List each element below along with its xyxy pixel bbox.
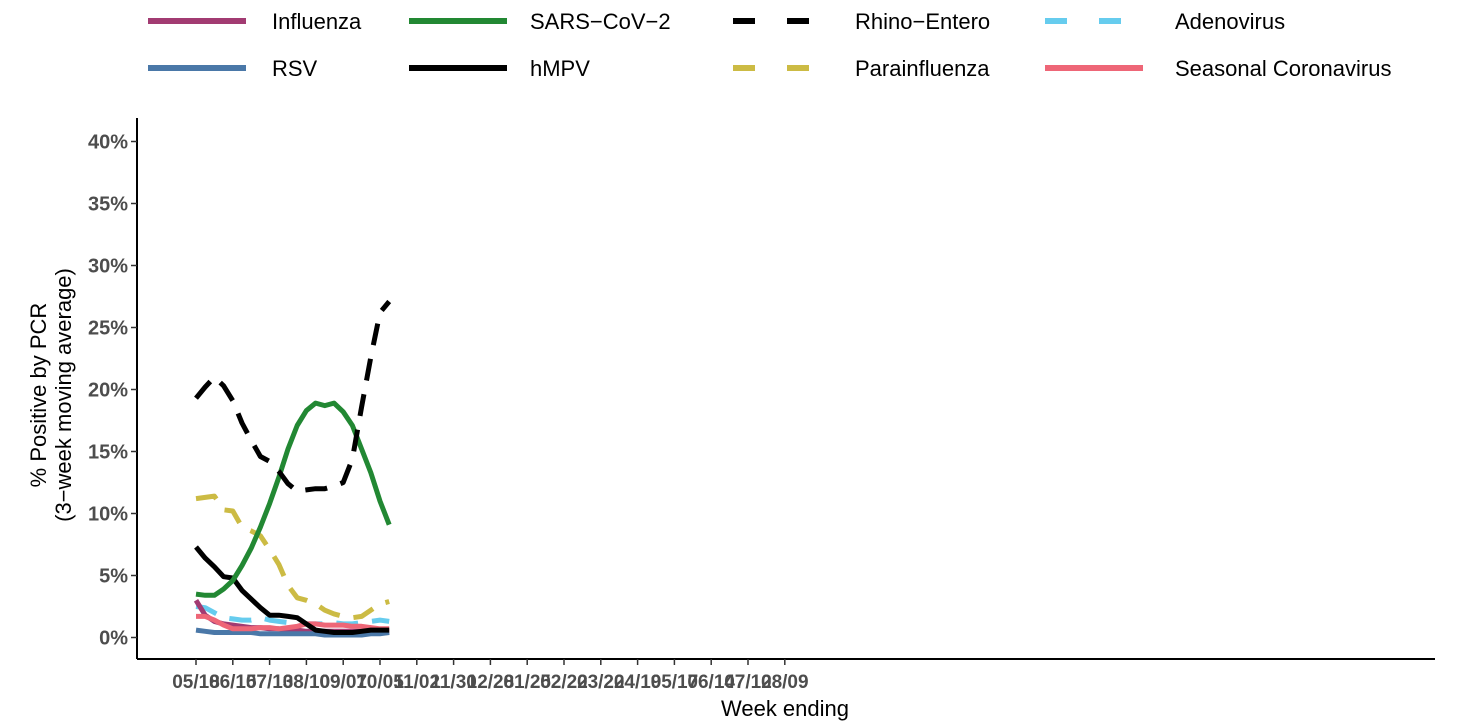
legend: Influenza RSV SARS−CoV−2 hMPV Rhino−Entero Pa… (148, 9, 1391, 81)
x-tick-label: 08/09 (761, 672, 809, 693)
legend-label-influenza: Influenza (272, 9, 362, 34)
series-line-seasonal-coronavirus (196, 613, 390, 632)
series-lines (193, 299, 392, 638)
legend-label-rhino-entero: Rhino−Entero (855, 9, 990, 34)
y-tick-label: 0% (99, 628, 128, 650)
legend-label-parainfluenza: Parainfluenza (855, 56, 990, 81)
y-tick-label: 15% (88, 442, 128, 464)
y-tick-label: 30% (88, 256, 128, 278)
x-tick-label: 11/30 (430, 672, 477, 693)
y-tick-label: 20% (88, 380, 128, 402)
x-tick-label: 08/10 (283, 672, 331, 693)
series-line-parainfluenza (195, 493, 390, 621)
x-tick-label: 04/19 (614, 672, 662, 693)
legend-label-hmpv: hMPV (530, 56, 590, 81)
x-axis: 05/1806/1507/1308/1009/0710/0511/0211/30… (137, 658, 1435, 693)
x-tick-label: 06/14 (687, 672, 735, 693)
y-tick-label: 40% (88, 132, 128, 154)
series-line-rhino-entero (194, 299, 392, 494)
x-tick-label: 01/25 (503, 672, 551, 693)
y-axis: 0% 5% 10% 15% 20% 25% 30% 35% 40% (88, 118, 138, 659)
y-axis-title: % Positive by PCR (26, 303, 51, 488)
y-tick-label: 10% (88, 504, 128, 526)
y-axis-title-group: % Positive by PCR (3−week moving average… (26, 268, 76, 522)
series-line-hmpv (194, 545, 390, 635)
x-tick-label: 03/22 (577, 672, 625, 693)
legend-label-adenovirus: Adenovirus (1175, 9, 1285, 34)
series-line-sars-cov-2 (195, 400, 392, 598)
y-tick-label: 25% (88, 318, 128, 340)
y-tick-label: 35% (88, 194, 128, 216)
legend-label-sars-cov-2: SARS−CoV−2 (530, 9, 671, 34)
plot-area (193, 299, 392, 638)
series-line-adenovirus (195, 604, 390, 627)
legend-label-seasonal-coronavirus: Seasonal Coronavirus (1175, 56, 1391, 81)
y-axis-subtitle: (3−week moving average) (51, 268, 76, 522)
x-tick-label: 12/28 (467, 672, 515, 693)
x-tick-label: 05/18 (172, 672, 220, 693)
x-tick-label: 11/02 (394, 672, 441, 693)
legend-label-rsv: RSV (272, 56, 318, 81)
x-tick-label: 05/17 (651, 672, 699, 693)
x-tick-label: 07/13 (246, 672, 294, 693)
x-tick-label: 10/05 (356, 672, 404, 693)
x-tick-label: 07/12 (724, 672, 772, 693)
series-line-rsv (195, 627, 390, 638)
x-tick-label: 06/15 (209, 672, 257, 693)
x-tick-label: 09/07 (319, 672, 367, 693)
x-tick-label: 02/22 (540, 672, 588, 693)
x-axis-title: Week ending (721, 696, 849, 721)
y-tick-label: 5% (99, 566, 128, 588)
